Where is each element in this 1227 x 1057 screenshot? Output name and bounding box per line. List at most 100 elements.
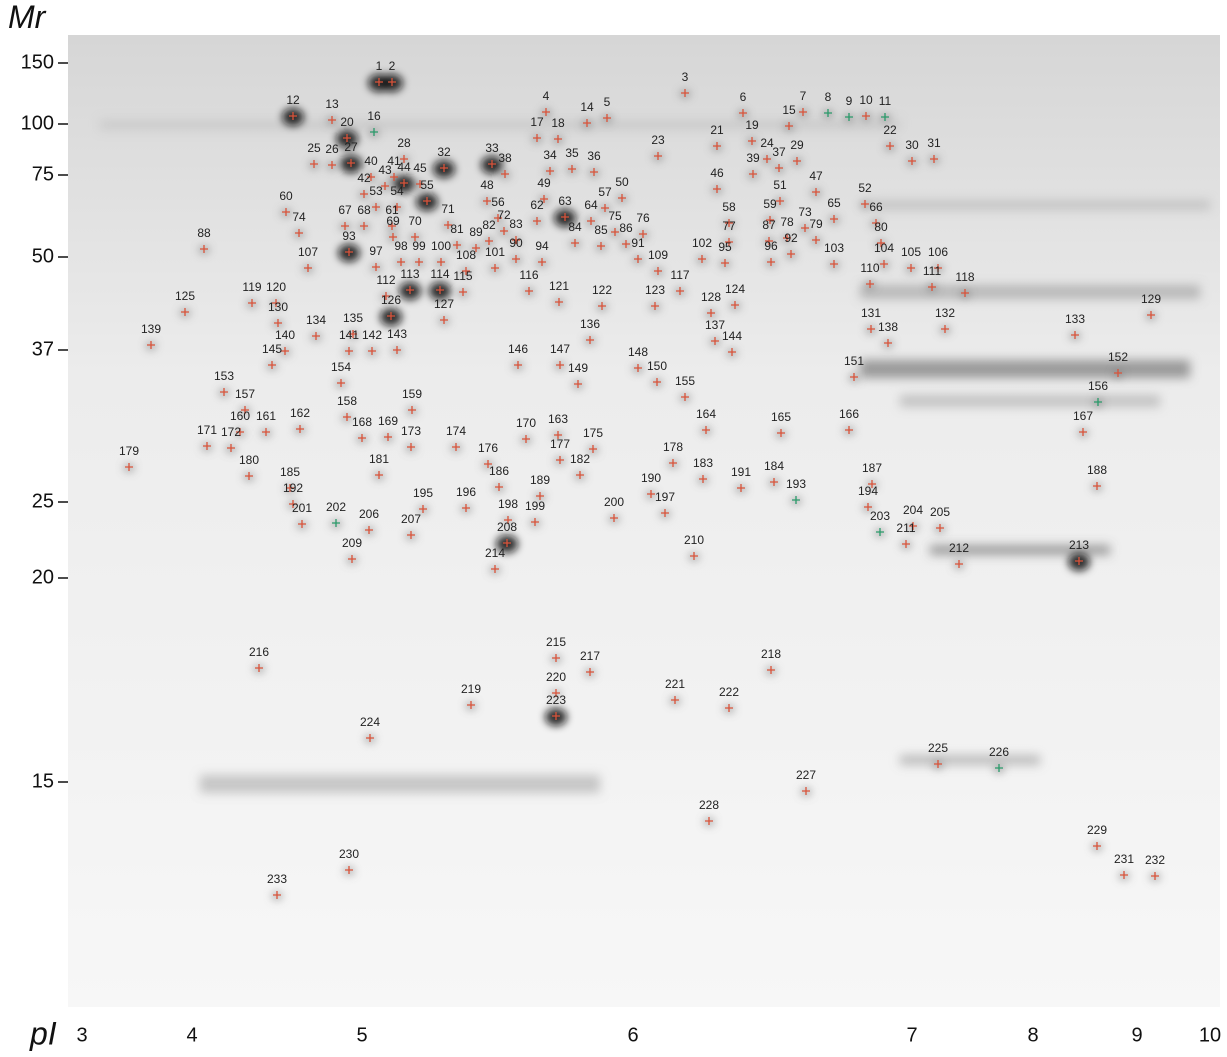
spot-label: 102 (692, 236, 712, 250)
spot-label: 114 (430, 267, 449, 281)
spot-label: 211 (896, 521, 915, 535)
spot-label: 14 (580, 100, 594, 114)
spot-label: 210 (684, 533, 704, 547)
spot-label: 154 (331, 360, 351, 374)
spot-label: 46 (710, 166, 724, 180)
spot-label: 140 (275, 328, 295, 342)
spot-label: 207 (401, 512, 421, 526)
spot-label: 27 (344, 140, 358, 154)
spot-label: 20 (340, 115, 354, 129)
spot-label: 131 (861, 306, 881, 320)
spot-label: 169 (378, 414, 398, 428)
spot-label: 15 (782, 103, 796, 117)
spot-label: 221 (665, 677, 685, 691)
spot-label: 64 (584, 198, 598, 212)
spot-label: 57 (598, 185, 612, 199)
spot-label: 33 (485, 141, 499, 155)
spot-label: 34 (543, 148, 557, 162)
spot-label: 104 (874, 241, 894, 255)
spot-label: 193 (786, 477, 806, 491)
spot-label: 118 (955, 270, 974, 284)
spot-label: 96 (764, 239, 778, 253)
spot-label: 128 (701, 290, 721, 304)
spot-label: 204 (903, 503, 923, 517)
spot-label: 191 (731, 465, 751, 479)
spot-label: 100 (431, 239, 451, 253)
spot-label: 151 (844, 354, 864, 368)
spot-label: 17 (530, 115, 544, 129)
x-tick-label: 10 (1199, 1024, 1221, 1046)
spot-label: 209 (342, 536, 362, 550)
spot-label: 47 (809, 169, 823, 183)
spot-label: 230 (339, 847, 359, 861)
spot-label: 156 (1088, 379, 1108, 393)
spot-label: 224 (360, 715, 380, 729)
spot-label: 98 (394, 239, 408, 253)
spot-label: 145 (262, 342, 282, 356)
spot-label: 163 (548, 412, 568, 426)
spot-label: 150 (647, 359, 667, 373)
spot-label: 232 (1145, 853, 1165, 867)
spot-label: 216 (249, 645, 269, 659)
spot-label: 56 (491, 195, 505, 209)
spot-label: 94 (535, 239, 549, 253)
spot-label: 103 (824, 241, 844, 255)
spot-label: 121 (549, 279, 569, 293)
spot-label: 222 (719, 685, 739, 699)
spot-label: 35 (565, 146, 579, 160)
spot-label: 26 (325, 142, 339, 156)
spot-label: 67 (338, 203, 352, 217)
spot-label: 101 (485, 245, 505, 259)
spot-label: 115 (453, 269, 472, 283)
spot-label: 119 (242, 280, 261, 294)
spot-label: 76 (636, 211, 650, 225)
spot-label: 48 (480, 178, 494, 192)
x-tick-label: 6 (627, 1024, 638, 1046)
spot-label: 69 (386, 214, 400, 228)
spot-label: 68 (357, 203, 371, 217)
spot-label: 218 (761, 647, 781, 661)
spot-label: 7 (800, 89, 807, 103)
spot-label: 116 (519, 268, 538, 282)
spot-label: 201 (292, 501, 312, 515)
spot-label: 60 (279, 189, 293, 203)
spot-label: 171 (197, 423, 217, 437)
spot-label: 199 (525, 499, 545, 513)
y-tick-label: 37 (32, 338, 54, 360)
spot-label: 4 (543, 89, 550, 103)
spot-label: 174 (446, 424, 466, 438)
spot-label: 219 (461, 682, 481, 696)
spot-label: 143 (387, 327, 407, 341)
spot-label: 78 (780, 215, 794, 229)
spot-label: 175 (583, 426, 603, 440)
spot-label: 220 (546, 670, 566, 684)
spot-label: 65 (827, 196, 841, 210)
spot-label: 146 (508, 342, 528, 356)
spot-label: 39 (746, 151, 760, 165)
spot-label: 1 (376, 59, 383, 73)
spot-label: 184 (764, 459, 784, 473)
spot-label: 125 (175, 289, 195, 303)
x-tick-label: 8 (1027, 1024, 1038, 1046)
spot-label: 203 (870, 509, 890, 523)
spot-label: 126 (381, 293, 401, 307)
spot-label: 206 (359, 507, 379, 521)
spot-label: 92 (784, 231, 798, 245)
spot-label: 182 (570, 452, 590, 466)
spot-label: 162 (290, 406, 310, 420)
spot-label: 124 (725, 282, 745, 296)
spot-label: 166 (839, 407, 859, 421)
spot-label: 129 (1141, 292, 1161, 306)
spot-label: 214 (485, 546, 505, 560)
spot-label: 49 (537, 176, 551, 190)
spot-label: 122 (592, 283, 612, 297)
spot-label: 134 (306, 313, 326, 327)
spot-label: 142 (362, 328, 382, 342)
spot-label: 195 (413, 486, 433, 500)
y-tick-label: 15 (32, 770, 54, 792)
spot-label: 179 (119, 444, 139, 458)
spot-label: 82 (482, 218, 496, 232)
spot-label: 6 (740, 90, 747, 104)
spot-label: 190 (641, 471, 661, 485)
spot-label: 165 (771, 410, 791, 424)
